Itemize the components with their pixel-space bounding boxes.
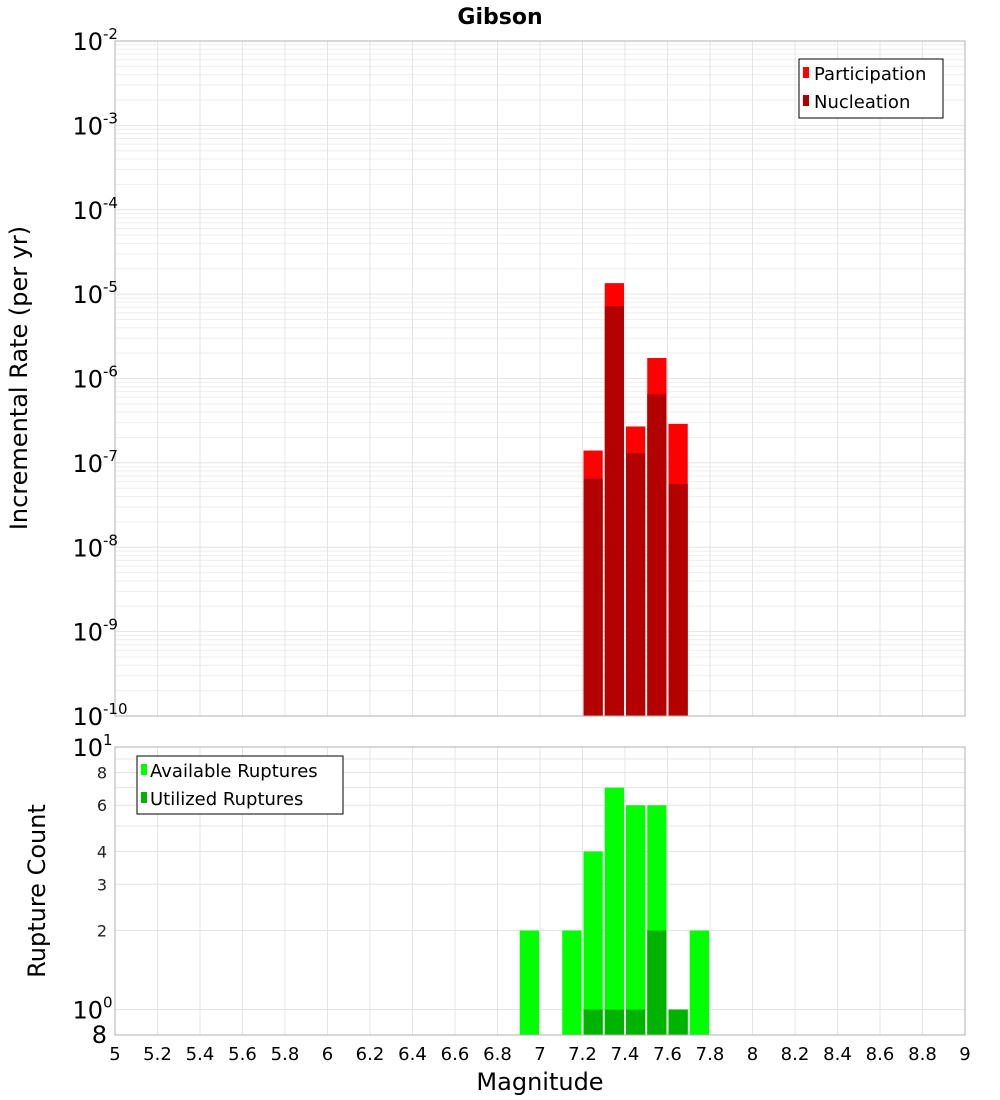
participation-legend-label: Participation <box>814 64 926 85</box>
x-tick-label: 6.2 <box>356 1044 385 1065</box>
nucleation-swatch <box>803 95 809 106</box>
rate-y-tick-base: 10 <box>72 281 103 309</box>
utilized-ruptures-bar <box>668 1009 688 1035</box>
count-y-tick-base: 10 <box>72 997 103 1025</box>
count-y-axis-label: Rupture Count <box>23 804 51 978</box>
rate-y-tick-base: 10 <box>72 703 103 731</box>
rate-legend: Participation Nucleation <box>798 58 944 119</box>
rate-plot-frame <box>114 40 966 717</box>
available-ruptures-bar <box>519 930 539 1035</box>
utilized-ruptures-legend-label: Utilized Ruptures <box>150 789 303 810</box>
x-tick-label: 6.4 <box>398 1044 427 1065</box>
x-tick-label: 7.2 <box>568 1044 597 1065</box>
nucleation-bar <box>583 478 603 716</box>
rate-y-tick-base: 10 <box>72 112 103 140</box>
available-ruptures-swatch <box>141 764 147 775</box>
count-plot-frame <box>114 746 966 1036</box>
count-legend: Available Ruptures Utilized Ruptures <box>136 755 344 815</box>
nucleation-bar <box>626 453 646 716</box>
available-ruptures-bar <box>604 787 624 1035</box>
count-y-tick-exponent: 1 <box>103 731 113 749</box>
utilized-ruptures-bar <box>604 1009 624 1035</box>
count-y-tick-label: 6 <box>97 796 107 815</box>
nucleation-legend-label: Nucleation <box>814 92 910 113</box>
available-ruptures-bar <box>562 930 582 1035</box>
chart-title: Gibson <box>457 5 542 30</box>
rate-y-tick-base: 10 <box>72 28 103 56</box>
utilized-ruptures-swatch <box>141 792 147 803</box>
count-legend-box <box>136 755 344 815</box>
participation-swatch <box>803 67 809 78</box>
count-y-tick-label: 3 <box>97 875 107 894</box>
x-tick-label: 8.4 <box>823 1044 852 1065</box>
rate-legend-box <box>798 58 944 119</box>
x-tick-label: 5.2 <box>143 1044 172 1065</box>
x-tick-label: 5.8 <box>271 1044 300 1065</box>
x-tick-label: 5.6 <box>228 1044 257 1065</box>
available-ruptures-bar <box>626 805 646 1035</box>
rate-y-tick-exponent: -8 <box>103 531 118 549</box>
count-y-tick-base: 10 <box>72 734 103 762</box>
nucleation-bar <box>647 394 667 716</box>
rate-y-tick-exponent: -3 <box>103 109 118 127</box>
rate-y-tick-base: 10 <box>72 619 103 647</box>
rate-y-tick-exponent: -7 <box>103 447 118 465</box>
rate-y-axis-label: Incremental Rate (per yr) <box>5 226 33 530</box>
count-y-tick-label: 8 <box>97 763 107 782</box>
rate-y-tick-exponent: -5 <box>103 278 118 296</box>
x-tick-label: 7.6 <box>653 1044 682 1065</box>
rate-y-tick-base: 10 <box>72 534 103 562</box>
utilized-ruptures-bar <box>626 1009 646 1035</box>
available-ruptures-legend-label: Available Ruptures <box>150 761 318 782</box>
x-tick-label: 6 <box>322 1044 333 1065</box>
rate-y-tick-exponent: -10 <box>103 700 128 718</box>
rate-y-tick-exponent: -9 <box>103 616 118 634</box>
x-tick-label: 7.8 <box>696 1044 725 1065</box>
x-tick-label: 8 <box>747 1044 758 1065</box>
x-tick-label: 9 <box>959 1044 970 1065</box>
nucleation-bar <box>668 484 688 716</box>
available-ruptures-bar <box>689 930 709 1035</box>
available-ruptures-bar <box>583 851 603 1035</box>
rate-y-tick-base: 10 <box>72 366 103 394</box>
x-tick-label: 6.6 <box>441 1044 470 1065</box>
rate-y-tick-base: 10 <box>72 450 103 478</box>
x-tick-label: 8.8 <box>908 1044 937 1065</box>
rate-bars <box>583 283 688 716</box>
x-tick-label: 8.6 <box>866 1044 895 1065</box>
x-tick-label: 7.4 <box>611 1044 640 1065</box>
x-axis-label: Magnitude <box>476 1068 603 1096</box>
x-tick-label: 5 <box>109 1044 120 1065</box>
nucleation-bar <box>604 306 624 716</box>
count-y-tick-exponent: 0 <box>103 994 113 1012</box>
x-tick-label: 8.2 <box>781 1044 810 1065</box>
rate-y-tick-exponent: -6 <box>103 363 118 381</box>
rate-y-tick-exponent: -4 <box>103 194 118 212</box>
count-bars <box>519 787 709 1035</box>
count-y-tick-label: 8 <box>92 1021 107 1049</box>
x-tick-label: 7 <box>534 1044 545 1065</box>
count-y-tick-label: 4 <box>97 842 107 861</box>
x-tick-label: 6.8 <box>483 1044 512 1065</box>
count-y-tick-label: 2 <box>97 922 107 941</box>
utilized-ruptures-bar <box>583 1009 603 1035</box>
count-x-ticks: 5 5.2 5.4 5.6 5.8 6 6.2 6.4 6.6 6.8 7 7.2 7.4 7.6 7.8 8… <box>109 1044 970 1065</box>
x-tick-label: 5.4 <box>186 1044 215 1065</box>
rate-y-tick-exponent: -2 <box>103 25 118 43</box>
rate-y-tick-base: 10 <box>72 197 103 225</box>
utilized-ruptures-bar <box>647 930 667 1035</box>
rate-grid <box>114 41 966 717</box>
